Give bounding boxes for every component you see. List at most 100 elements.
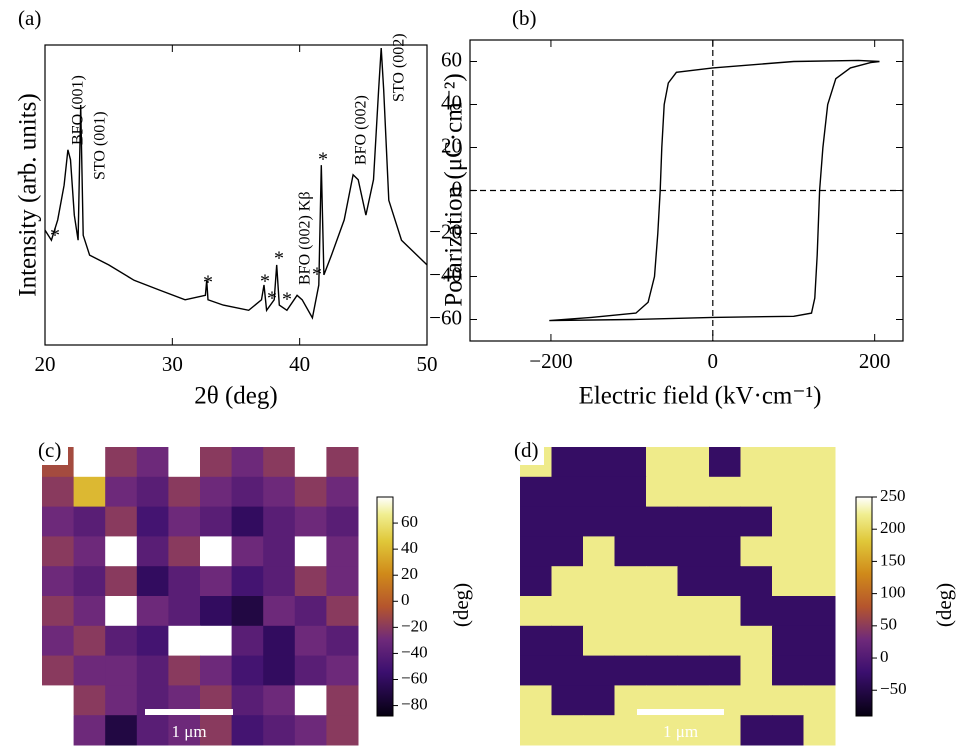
- heatmap-cell: [551, 596, 584, 627]
- heatmap-cell: [709, 536, 741, 567]
- heatmap-cell: [740, 655, 773, 686]
- heatmap-cell: [326, 536, 359, 567]
- heatmap-cell: [231, 447, 264, 478]
- panel-label: (c): [38, 438, 61, 462]
- y-axis-label: Intensity (arb. units): [15, 93, 42, 296]
- heatmap-cell: [105, 715, 138, 746]
- annotation: *: [312, 264, 322, 286]
- heatmap-cell: [73, 685, 106, 716]
- heatmap-cell: [168, 625, 201, 657]
- heatmap-cell: [551, 655, 584, 686]
- heatmap-cell: [772, 476, 804, 508]
- heatmap-cell: [326, 715, 359, 746]
- heatmap-cell: [583, 655, 615, 686]
- colorbar-tick-label: 250: [880, 486, 906, 505]
- heatmap-cell: [73, 476, 106, 508]
- heatmap-cell: [105, 536, 138, 567]
- heatmap-cell: [105, 596, 138, 627]
- heatmap-cell: [263, 625, 296, 657]
- heatmap-cell: [136, 625, 169, 657]
- y-tick-label: −60: [429, 305, 462, 329]
- heatmap-cell: [42, 596, 75, 627]
- heatmap-cell: [326, 625, 359, 657]
- x-tick-label: 200: [859, 349, 891, 373]
- heatmap-cell: [614, 476, 647, 508]
- heatmap-cell: [772, 715, 804, 746]
- heatmap-cell: [614, 506, 647, 537]
- heatmap-cell: [709, 625, 741, 657]
- heatmap-cell: [73, 536, 106, 567]
- heatmap-cell: [740, 506, 773, 537]
- x-axis-label: 2θ (deg): [194, 383, 277, 410]
- heatmap-cell: [294, 476, 327, 508]
- colorbar-tick-label: 150: [880, 550, 906, 569]
- heatmap-cell: [168, 715, 201, 746]
- heatmap-cell: [231, 625, 264, 657]
- heatmap-cell: [677, 566, 710, 597]
- heatmap-cell: [326, 476, 359, 508]
- heatmap-cell: [677, 715, 710, 746]
- heatmap-cell: [42, 655, 75, 686]
- heatmap-cell: [583, 476, 615, 508]
- heatmap-cell: [294, 655, 327, 686]
- heatmap-cell: [740, 596, 773, 627]
- heatmap-cell: [677, 625, 710, 657]
- heatmap-cell: [772, 506, 804, 537]
- heatmap-cell: [326, 596, 359, 627]
- annotation: STO (002): [391, 33, 408, 102]
- heatmap-cell: [263, 476, 296, 508]
- heatmap-cell: [677, 536, 710, 567]
- heatmap-cell: [520, 596, 552, 627]
- heatmap-cell: [740, 625, 773, 657]
- heatmap-cell: [614, 566, 647, 597]
- heatmap-cell: [709, 655, 741, 686]
- heatmap-cell: [105, 625, 138, 657]
- heatmap-cell: [42, 715, 75, 746]
- annotation: *: [282, 289, 292, 311]
- heatmap-cell: [42, 536, 75, 567]
- colorbar-tick-label: 60: [401, 512, 418, 531]
- heatmap-cell: [772, 566, 804, 597]
- heatmap-cell: [772, 655, 804, 686]
- annotation: *: [260, 271, 270, 293]
- heatmap-cell: [709, 506, 741, 537]
- data-line: [549, 59, 880, 322]
- heatmap-cell: [803, 655, 836, 686]
- heatmap-cell: [646, 476, 678, 508]
- heatmap-cell: [136, 596, 169, 627]
- heatmap-cell: [326, 655, 359, 686]
- heatmap-cell: [200, 625, 233, 657]
- heatmap-cell: [520, 476, 552, 508]
- panel-label-bg: [510, 439, 544, 465]
- heatmap-cell: [551, 447, 584, 478]
- heatmap-cell: [105, 506, 138, 537]
- colorbar: [855, 496, 873, 717]
- heatmap-cell: [520, 625, 552, 657]
- heatmap-cell: [200, 506, 233, 537]
- heatmap-cell: [677, 447, 710, 478]
- x-tick-label: 20: [35, 352, 56, 376]
- colorbar: [376, 496, 394, 717]
- heatmap-cell: [73, 506, 106, 537]
- scale-bar: [637, 709, 724, 715]
- colorbar-tick-label: 100: [880, 583, 906, 602]
- plot-frame: [44, 44, 428, 346]
- heatmap-cell: [105, 476, 138, 508]
- x-tick-label: 0: [708, 349, 719, 373]
- y-tick-label: 0: [452, 176, 463, 200]
- colorbar-tick-label: 20: [401, 564, 418, 583]
- heatmap-cell: [583, 536, 615, 567]
- heatmap-cell: [136, 447, 169, 478]
- heatmap-cell: [803, 476, 836, 508]
- x-tick-label: −200: [529, 349, 572, 373]
- annotation: *: [318, 149, 328, 171]
- heatmap-cell: [551, 685, 584, 716]
- heatmap-cell: [231, 596, 264, 627]
- heatmap-cell: [231, 566, 264, 597]
- heatmap-cell: [200, 566, 233, 597]
- heatmap-cell: [677, 655, 710, 686]
- colorbar-tick-label: −40: [401, 642, 428, 661]
- scale-bar-label: 1 μm: [663, 722, 698, 741]
- heatmap-cell: [709, 715, 741, 746]
- heatmap-cell: [263, 685, 296, 716]
